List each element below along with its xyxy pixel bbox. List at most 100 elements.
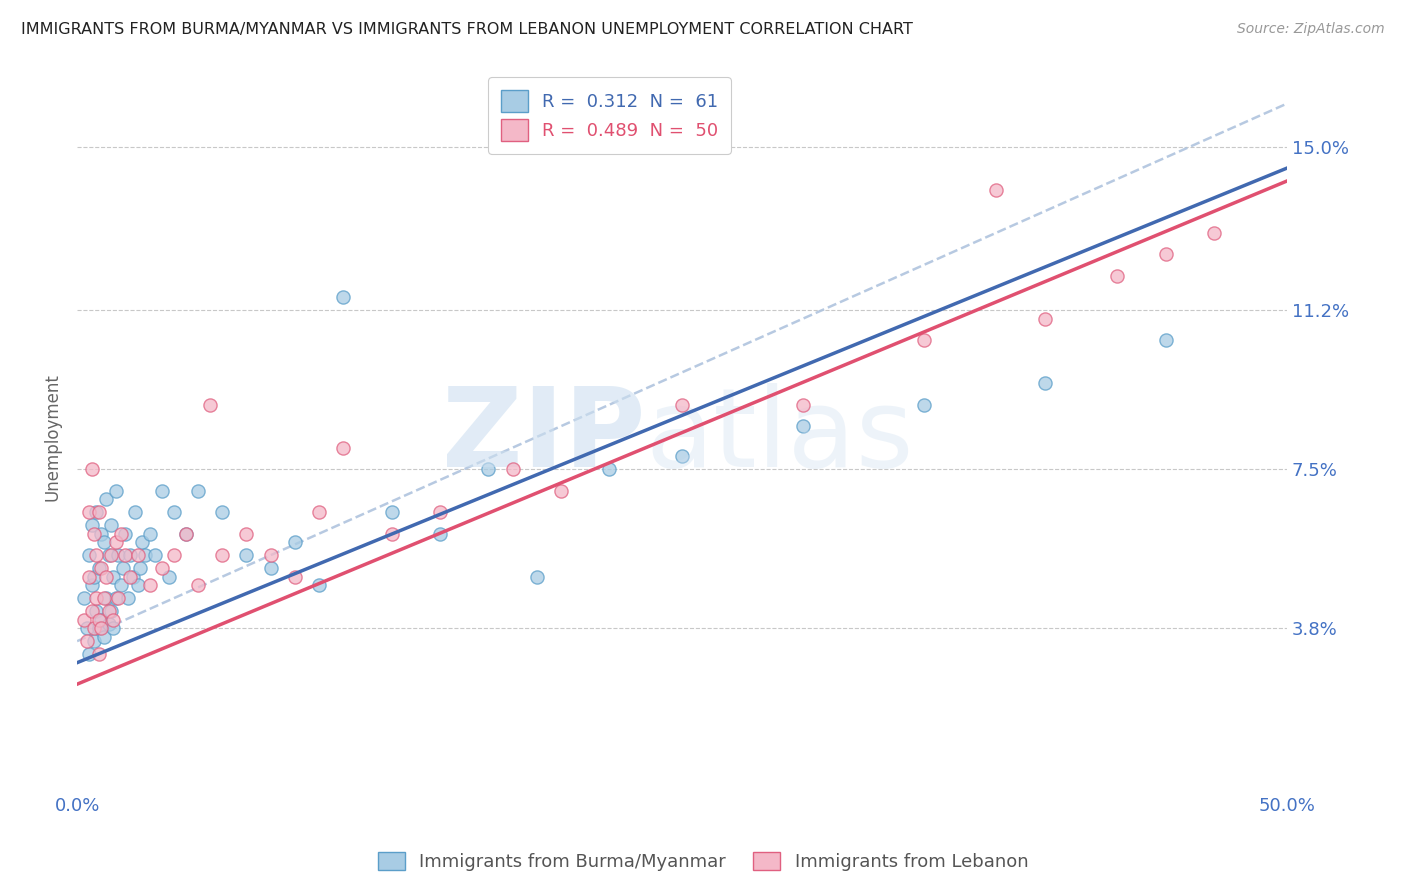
- Point: [120, 570, 142, 584]
- Point: [121, 570, 143, 584]
- Point: [87, 647, 110, 661]
- Point: [429, 526, 451, 541]
- Point: [76, 621, 98, 635]
- Point: [90, 561, 112, 575]
- Point: [1204, 226, 1226, 240]
- Point: [284, 535, 307, 549]
- Point: [76, 634, 98, 648]
- Point: [90, 621, 112, 635]
- Point: [110, 526, 132, 541]
- Point: [912, 333, 935, 347]
- Point: [671, 398, 693, 412]
- Point: [114, 548, 136, 562]
- Point: [104, 591, 127, 606]
- Point: [104, 483, 127, 498]
- Point: [87, 613, 110, 627]
- Point: [1033, 311, 1056, 326]
- Point: [259, 548, 281, 562]
- Point: [86, 505, 108, 519]
- Point: [83, 634, 105, 648]
- Point: [86, 548, 108, 562]
- Point: [87, 505, 110, 519]
- Point: [86, 604, 108, 618]
- Point: [1033, 376, 1056, 391]
- Point: [100, 604, 122, 618]
- Point: [792, 419, 814, 434]
- Point: [792, 398, 814, 412]
- Point: [94, 591, 117, 606]
- Point: [103, 621, 125, 635]
- Point: [90, 526, 112, 541]
- Point: [87, 561, 110, 575]
- Y-axis label: Unemployment: Unemployment: [44, 373, 60, 501]
- Text: atlas: atlas: [645, 384, 914, 491]
- Point: [103, 613, 125, 627]
- Point: [73, 591, 96, 606]
- Point: [134, 548, 156, 562]
- Point: [77, 647, 100, 661]
- Point: [284, 570, 307, 584]
- Point: [129, 561, 152, 575]
- Point: [332, 441, 354, 455]
- Point: [77, 570, 100, 584]
- Point: [671, 450, 693, 464]
- Point: [80, 462, 103, 476]
- Point: [104, 535, 127, 549]
- Point: [97, 617, 120, 632]
- Point: [198, 398, 221, 412]
- Point: [83, 621, 105, 635]
- Point: [120, 548, 142, 562]
- Point: [97, 604, 120, 618]
- Legend: Immigrants from Burma/Myanmar, Immigrants from Lebanon: Immigrants from Burma/Myanmar, Immigrant…: [371, 845, 1035, 879]
- Point: [138, 526, 160, 541]
- Point: [174, 526, 197, 541]
- Point: [381, 505, 404, 519]
- Point: [93, 535, 115, 549]
- Point: [163, 548, 186, 562]
- Point: [157, 570, 180, 584]
- Text: Source: ZipAtlas.com: Source: ZipAtlas.com: [1237, 22, 1385, 37]
- Point: [77, 548, 100, 562]
- Point: [124, 505, 146, 519]
- Point: [1154, 247, 1177, 261]
- Point: [332, 290, 354, 304]
- Point: [107, 548, 129, 562]
- Point: [1107, 268, 1129, 283]
- Point: [100, 548, 122, 562]
- Point: [174, 526, 197, 541]
- Point: [127, 548, 149, 562]
- Point: [107, 591, 129, 606]
- Point: [83, 526, 105, 541]
- Point: [150, 561, 173, 575]
- Point: [502, 462, 524, 476]
- Point: [526, 570, 548, 584]
- Point: [93, 591, 115, 606]
- Point: [187, 483, 209, 498]
- Point: [73, 613, 96, 627]
- Point: [259, 561, 281, 575]
- Point: [94, 570, 117, 584]
- Point: [86, 591, 108, 606]
- Point: [912, 398, 935, 412]
- Point: [308, 578, 330, 592]
- Point: [80, 604, 103, 618]
- Point: [381, 526, 404, 541]
- Point: [112, 561, 135, 575]
- Point: [83, 570, 105, 584]
- Point: [429, 505, 451, 519]
- Point: [77, 505, 100, 519]
- Point: [235, 548, 257, 562]
- Point: [114, 526, 136, 541]
- Point: [308, 505, 330, 519]
- Point: [90, 613, 112, 627]
- Point: [97, 548, 120, 562]
- Point: [211, 505, 233, 519]
- Point: [163, 505, 186, 519]
- Point: [986, 183, 1008, 197]
- Point: [138, 578, 160, 592]
- Point: [150, 483, 173, 498]
- Legend: R =  0.312  N =  61, R =  0.489  N =  50: R = 0.312 N = 61, R = 0.489 N = 50: [488, 77, 731, 153]
- Text: ZIP: ZIP: [443, 384, 645, 491]
- Point: [100, 518, 122, 533]
- Point: [117, 591, 139, 606]
